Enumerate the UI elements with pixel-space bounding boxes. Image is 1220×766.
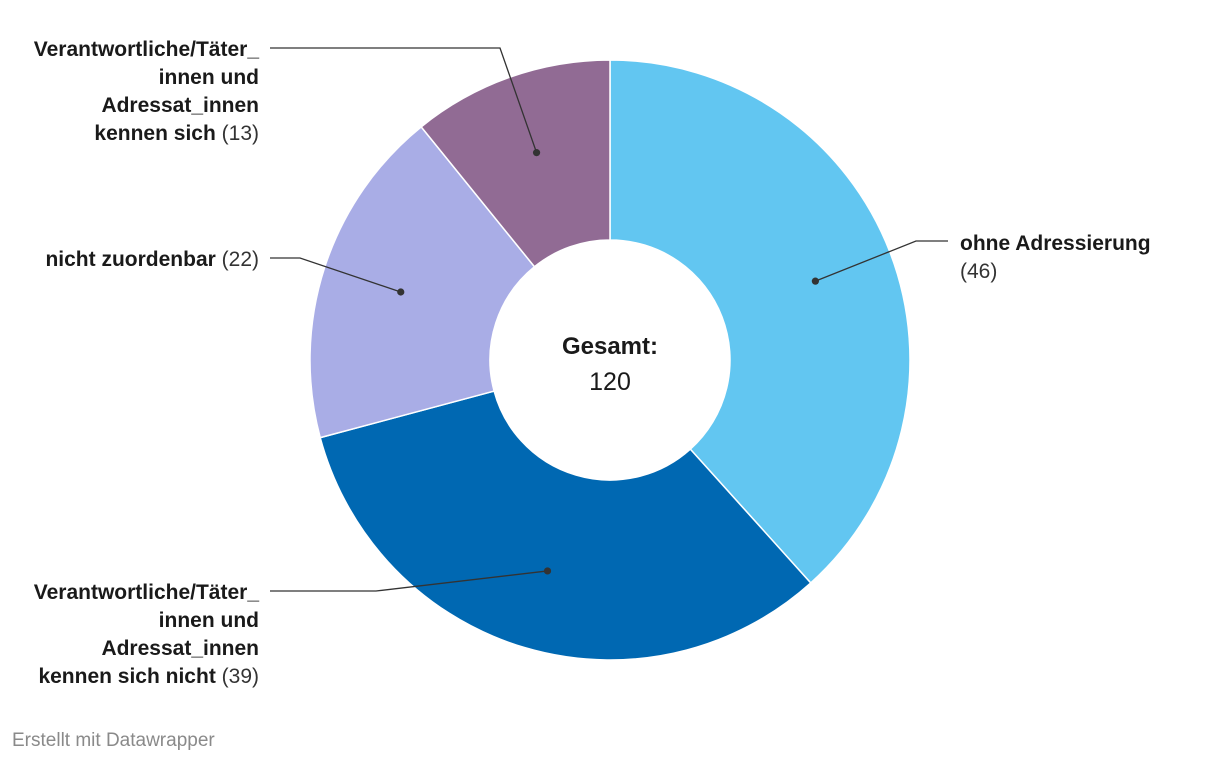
center-title: Gesamt:: [562, 333, 658, 360]
donut-slice-4: [420, 59, 611, 268]
leader-line-3: [270, 257, 401, 293]
credit-text: Erstellt mit Datawrapper: [12, 730, 215, 751]
donut-slice-1: [609, 59, 911, 585]
slice-label-1: ohne Adressierung (46): [960, 232, 1151, 283]
donut-slices: [309, 59, 911, 661]
slice-labels: ohne Adressierung (46) Verantwortliche/Tät…: [34, 38, 1151, 688]
slice-label-2: Verantwortliche/Täter_ innen und Adressat_…: [34, 581, 260, 688]
leader-lines: [270, 47, 948, 592]
leader-dot-2: [543, 567, 552, 575]
leader-dot-3: [397, 288, 405, 296]
slice-label-4: Verantwortliche/Täter_ innen und Adressat_…: [34, 38, 260, 145]
donut-slice-2: [319, 390, 812, 661]
center-value: 120: [589, 368, 631, 396]
leader-dot-4: [532, 149, 541, 157]
leader-line-2: [270, 570, 548, 592]
leader-dot-1: [811, 277, 819, 285]
leader-line-1: [815, 240, 948, 282]
slice-label-3: nicht zuordenbar (22): [45, 248, 259, 271]
leader-line-4: [270, 47, 538, 153]
donut-slice-3: [309, 125, 536, 439]
